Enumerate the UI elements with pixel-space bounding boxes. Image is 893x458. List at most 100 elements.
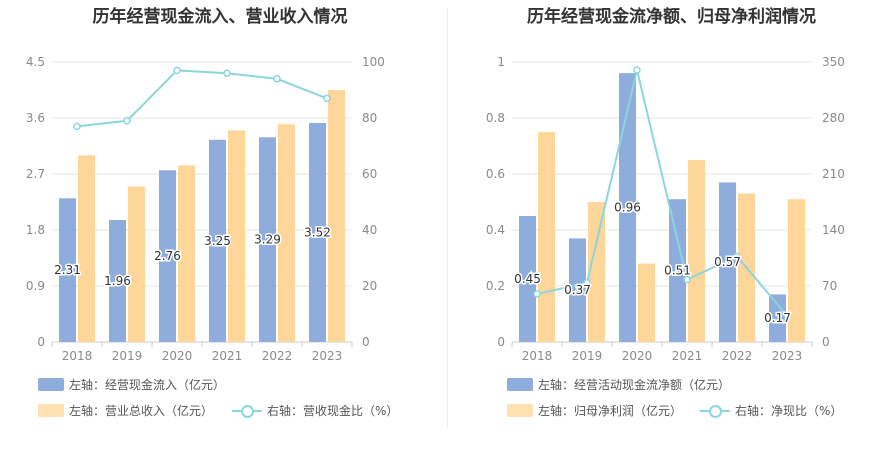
- legend-label: 左轴：经营现金流入（亿元）: [69, 378, 226, 392]
- legend-item-cash-ratio[interactable]: 右轴：净现比（%）: [700, 402, 842, 419]
- x-tick-label: 2022: [262, 349, 293, 363]
- bar-series-2: [178, 165, 195, 342]
- x-tick-label: 2019: [572, 349, 603, 363]
- bar-data-label: 3.25: [204, 234, 231, 248]
- legend-swatch-blue: [38, 378, 64, 391]
- chart-plot-area: 0 0 0.2 70 0.4 140 0.6 210 0.8 280 1 350 2018 2019 202…: [486, 55, 845, 363]
- y-left-tick-label: 4.5: [26, 55, 45, 69]
- legend-label: 右轴：营收现金比（%）: [267, 404, 399, 418]
- y-left-tick-label: 0: [37, 335, 45, 349]
- legend-item-net-cashflow[interactable]: 左轴：经营活动现金流净额（亿元）: [507, 376, 730, 393]
- bar-series-2: [278, 124, 295, 342]
- y-right-tick-label: 100: [362, 55, 385, 69]
- x-tick-label: 2021: [672, 349, 703, 363]
- chart-plot-area: 0 0 0.9 20 1.8 40 2.7 60 3.6 80 4.5 100 2018 2019 2020…: [26, 55, 385, 363]
- bar-data-label: 2.76: [154, 249, 181, 263]
- y-left-tick-label: 0: [497, 335, 505, 349]
- y-left-tick-label: 3.6: [26, 111, 45, 125]
- line-point: [583, 279, 591, 287]
- x-tick-label: 2019: [112, 349, 143, 363]
- bar-data-label: 3.52: [304, 225, 331, 239]
- y-left-tick-label: 0.8: [486, 111, 505, 125]
- bar-series-2: [78, 155, 95, 342]
- y-right-tick-label: 20: [362, 279, 377, 293]
- legend-label: 左轴：归母净利润（亿元）: [538, 404, 683, 418]
- y-right-tick-label: 60: [362, 167, 377, 181]
- line-point: [273, 75, 281, 83]
- line-point: [223, 69, 231, 77]
- legend-label: 右轴：净现比（%）: [735, 404, 843, 418]
- bar-series-2: [788, 199, 805, 342]
- legend-item-net-profit[interactable]: 左轴：归母净利润（亿元）: [507, 402, 682, 419]
- line-point: [783, 311, 791, 320]
- bar-series-1: [669, 199, 686, 342]
- y-right-tick-label: 280: [822, 111, 845, 125]
- legend-swatch-orange: [507, 404, 533, 417]
- line-point: [683, 275, 691, 284]
- panel-divider: [447, 8, 448, 428]
- line-point: [123, 117, 131, 125]
- y-left-tick-label: 2.7: [26, 167, 45, 181]
- line-point: [73, 122, 81, 131]
- y-left-tick-label: 0.6: [486, 167, 505, 181]
- chart-title: 历年经营现金流净额、归母净利润情况: [527, 7, 816, 27]
- y-right-tick-label: 140: [822, 223, 845, 237]
- y-right-tick-label: 0: [362, 335, 370, 349]
- bar-series-2: [638, 263, 655, 342]
- bar-data-label: 0.45: [514, 272, 541, 286]
- line-point: [173, 66, 181, 75]
- line-point: [633, 66, 641, 74]
- legend-label: 左轴：营业总收入（亿元）: [69, 404, 214, 418]
- bar-series-2: [228, 130, 245, 342]
- bar-series-2: [128, 186, 145, 342]
- x-tick-label: 2023: [772, 349, 803, 363]
- legend-line-marker-icon: [700, 404, 730, 418]
- line-point: [733, 252, 741, 261]
- bar-data-label: 0.37: [564, 283, 591, 297]
- bar-series-1: [619, 73, 636, 342]
- y-left-tick-label: 0.2: [486, 279, 505, 293]
- y-right-tick-label: 210: [822, 167, 845, 181]
- legend-item-cash-inflow[interactable]: 左轴：经营现金流入（亿元）: [38, 376, 225, 393]
- legend-swatch-blue: [507, 378, 533, 391]
- bar-series-1: [159, 170, 176, 342]
- bar-series-1: [109, 220, 126, 342]
- x-tick-label: 2018: [522, 349, 553, 363]
- y-left-tick-label: 0.9: [26, 279, 45, 293]
- x-tick-label: 2020: [162, 349, 193, 363]
- y-left-tick-label: 1: [497, 55, 505, 69]
- bar-data-label: 0.51: [664, 264, 691, 278]
- x-tick-label: 2021: [212, 349, 243, 363]
- bar-series-1: [259, 137, 276, 342]
- legend-swatch-orange: [38, 404, 64, 417]
- bar-series-1: [309, 122, 326, 342]
- chart-title: 历年经营现金流入、营业收入情况: [92, 7, 348, 27]
- chart-panel-netcash-profit: 历年经营现金流净额、归母净利润情况 0 0 0.2 70 0.4 140 0.6 210 0.8…: [450, 0, 893, 430]
- bar-series-2: [538, 132, 555, 342]
- y-right-tick-label: 70: [822, 279, 837, 293]
- legend-line-marker-icon: [232, 404, 262, 418]
- bar-series-1: [719, 182, 736, 342]
- line-series-ratio: [76, 69, 328, 128]
- bar-data-label: 0.57: [714, 255, 741, 269]
- bar-series-1: [209, 139, 226, 342]
- line-point: [323, 94, 331, 103]
- bar-data-label: 0.96: [614, 201, 641, 215]
- legend-item-ratio[interactable]: 右轴：营收现金比（%）: [232, 402, 398, 419]
- y-right-tick-label: 80: [362, 111, 377, 125]
- bar-series-2: [588, 202, 605, 342]
- legend-item-revenue[interactable]: 左轴：营业总收入（亿元）: [38, 402, 213, 419]
- y-right-tick-label: 0: [822, 335, 830, 349]
- bar-series-2: [328, 90, 345, 342]
- bar-data-label: 0.17: [764, 311, 791, 325]
- bar-series-1: [59, 198, 76, 342]
- y-left-tick-label: 1.8: [26, 223, 45, 237]
- y-left-tick-label: 0.4: [486, 223, 505, 237]
- bar-data-label: 2.31: [54, 263, 81, 277]
- line-point: [533, 290, 541, 298]
- legend-label: 左轴：经营活动现金流净额（亿元）: [538, 378, 731, 392]
- bar-data-label: 1.96: [104, 274, 131, 288]
- bar-series-1: [769, 294, 786, 342]
- chart-panel-cashflow-revenue: 历年经营现金流入、营业收入情况 0 0 0.9 20 1.8 40 2.7 60 3.6 80 4.…: [0, 0, 440, 430]
- x-tick-label: 2023: [312, 349, 343, 363]
